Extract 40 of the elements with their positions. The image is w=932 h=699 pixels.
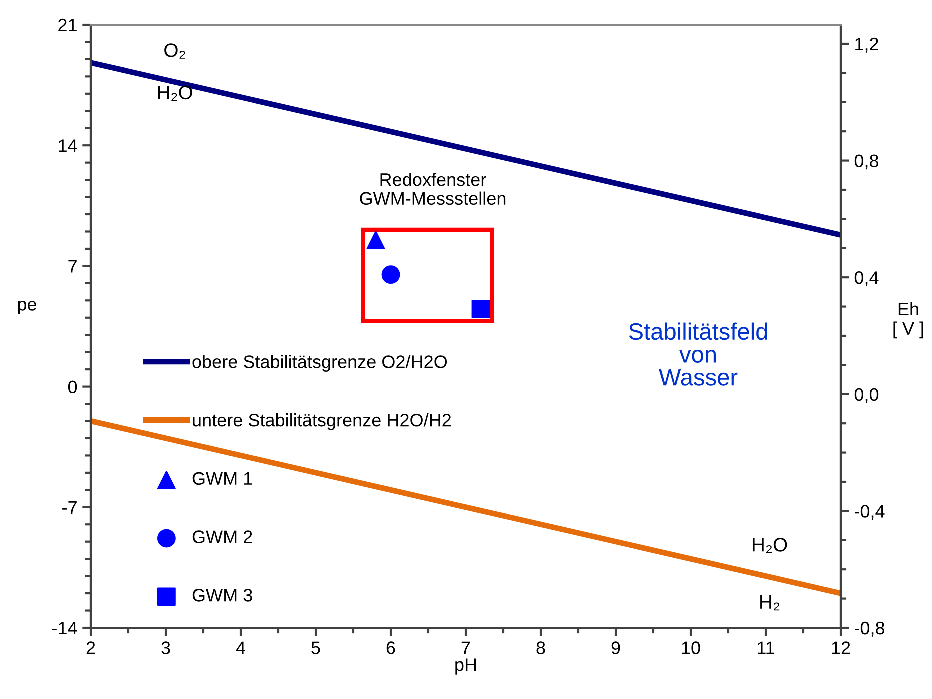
annotation: H₂O bbox=[158, 86, 192, 102]
x-tick-label: 4 bbox=[236, 642, 246, 654]
point bbox=[382, 266, 400, 284]
y-tick-label: -14 bbox=[52, 622, 78, 635]
annotation: H₂ bbox=[760, 596, 780, 611]
y-tick-label: -7 bbox=[62, 502, 77, 514]
y2-tick-label: -0,4 bbox=[854, 505, 885, 520]
annotation: Redoxfenster GWM-Messstellen bbox=[360, 173, 506, 206]
legend-label: GWM 3 bbox=[192, 589, 252, 602]
point bbox=[366, 231, 386, 250]
x-tick-label: 6 bbox=[386, 642, 396, 654]
x-tick-label: 3 bbox=[162, 642, 170, 654]
x-tick-label: 9 bbox=[612, 642, 620, 654]
x-tick-label: 11 bbox=[758, 642, 774, 654]
y-axis-title: pe bbox=[18, 300, 36, 314]
annotation: H₂O bbox=[752, 538, 788, 554]
y-tick-label: 14 bbox=[59, 140, 78, 152]
x-tick-label: 7 bbox=[462, 642, 470, 654]
point bbox=[472, 300, 490, 318]
legend-label: GWM 2 bbox=[192, 530, 252, 544]
x-axis-title: pH bbox=[456, 658, 476, 675]
y2-tick-label: -0,8 bbox=[854, 622, 885, 637]
legend-label: untere Stabilitätsgrenze H2O/H2 bbox=[193, 413, 451, 430]
y2-tick-label: 0,8 bbox=[854, 154, 879, 170]
y-tick-label: 7 bbox=[68, 260, 77, 273]
y2-tick-label: 0,0 bbox=[854, 388, 879, 404]
y2-tick-label: 0,4 bbox=[854, 272, 879, 286]
y-tick-label: 21 bbox=[58, 18, 77, 32]
legend-label: obere Stabilitätsgrenze O2/H2O bbox=[192, 355, 448, 372]
x-tick-label: 12 bbox=[832, 642, 850, 654]
x-tick-label: 8 bbox=[536, 642, 546, 654]
annotation: Stabilitätsfeld von Wasser bbox=[629, 322, 768, 386]
x-tick-label: 2 bbox=[86, 642, 96, 654]
y2-tick-label: 1,2 bbox=[856, 38, 878, 53]
y-tick-label: 0 bbox=[68, 380, 78, 394]
legend-label: GWM 1 bbox=[192, 472, 252, 486]
x-tick-label: 5 bbox=[312, 642, 320, 654]
x-tick-label: 10 bbox=[682, 642, 700, 654]
y2-axis-title: Eh [ V ] bbox=[894, 302, 924, 339]
annotation: O₂ bbox=[164, 44, 186, 59]
